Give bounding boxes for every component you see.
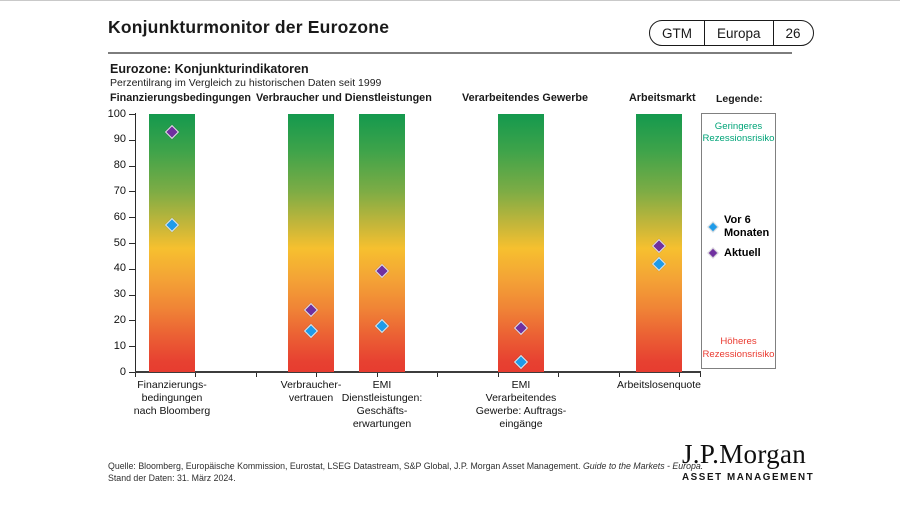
y-axis-tick-label: 30 — [113, 288, 126, 301]
group-header-manufacturing: Verarbeitendes Gewerbe — [462, 92, 589, 104]
y-axis-tick — [129, 217, 135, 219]
source-publication: Guide to the Markets - Europa. — [582, 461, 704, 471]
category-label-3: EMI Dienstleistungen: Geschäfts- erwartu… — [341, 379, 423, 431]
source-line: Quelle: Bloomberg, Europäische Kommissio… — [108, 460, 703, 472]
y-axis-tick — [129, 346, 135, 348]
y-axis-tick-label: 60 — [113, 210, 126, 223]
group-header-consumer-services: Verbraucher und Dienstleistungen — [256, 92, 432, 104]
category-label-2: Verbraucher- vertrauen — [280, 379, 342, 405]
x-axis-tick — [558, 373, 559, 377]
source-note: Quelle: Bloomberg, Europäische Kommissio… — [108, 460, 703, 485]
gtm-region-label: Europa — [704, 21, 774, 45]
page-title: Konjunkturmonitor der Eurozone — [108, 17, 390, 37]
y-axis-tick-label: 90 — [113, 133, 126, 146]
x-axis-tick — [437, 373, 438, 377]
legend-item-label: Vor 6 Monaten — [724, 214, 770, 239]
y-axis-tick — [129, 139, 135, 141]
category-label-5: Arbeitslosenquote — [616, 379, 702, 391]
x-axis-tick — [377, 373, 378, 377]
y-axis-tick — [129, 372, 135, 373]
legend-heading: Legende: — [716, 93, 763, 105]
y-axis-tick-label: 80 — [113, 159, 126, 172]
gtm-page-number: 26 — [785, 25, 801, 41]
y-axis-tick-label: 50 — [113, 236, 126, 249]
blue-diamond-icon — [707, 220, 719, 233]
gtm-label: GTM — [662, 25, 692, 41]
gradient-bar-3 — [359, 114, 405, 372]
legend-item-vor-6-monaten: Vor 6 Monaten — [707, 214, 770, 239]
x-axis-line — [135, 371, 701, 373]
x-axis-tick — [256, 373, 257, 377]
y-axis-tick-label: 40 — [113, 262, 126, 275]
x-axis-tick — [700, 373, 701, 377]
jpmorgan-wordmark: J.P.Morgan — [682, 439, 807, 469]
chart-title: Eurozone: Konjunkturindikatoren — [110, 62, 309, 76]
legend-item-aktuell: Aktuell — [707, 247, 761, 260]
y-axis-line — [135, 113, 136, 373]
title-divider — [108, 52, 792, 54]
group-header-financing: Finanzierungsbedingungen — [110, 92, 251, 104]
legend-high-risk-label: Höheres Rezessionsrisiko — [702, 336, 775, 360]
x-axis-tick — [195, 373, 196, 377]
y-axis-tick — [129, 294, 135, 296]
y-axis-tick-label: 70 — [113, 184, 126, 197]
chart-subtitle: Perzentilrang im Vergleich zu historisch… — [110, 77, 382, 89]
x-axis-tick — [135, 373, 136, 377]
y-axis-tick — [129, 114, 135, 115]
y-axis-tick — [129, 320, 135, 322]
x-axis-tick — [619, 373, 620, 377]
y-axis-tick — [129, 243, 135, 244]
x-axis-tick — [679, 373, 680, 377]
y-axis-tick-label: 0 — [119, 365, 126, 378]
y-axis-tick-label: 10 — [113, 339, 126, 352]
jpmorgan-logo: J.P.Morgan ASSET MANAGEMENT — [682, 439, 814, 483]
y-axis-tick — [129, 191, 135, 193]
y-axis-tick-label: 20 — [113, 313, 126, 326]
x-axis-tick — [316, 373, 317, 377]
y-axis-tick-label: 100 — [107, 107, 126, 120]
y-axis-tick — [129, 268, 135, 270]
category-label-4: EMI Verarbeitendes Gewerbe: Auftrags- ei… — [475, 379, 567, 431]
legend-box: Geringeres Rezessionsrisiko Vor 6 Monate… — [701, 113, 776, 369]
gradient-bar-1 — [149, 114, 195, 372]
data-date-line: Stand der Daten: 31. März 2024. — [108, 473, 236, 484]
legend-low-risk-label: Geringeres Rezessionsrisiko — [702, 121, 775, 145]
source-text: Quelle: Bloomberg, Europäische Kommissio… — [108, 461, 583, 471]
asset-management-label: ASSET MANAGEMENT — [682, 472, 815, 483]
y-axis-tick — [129, 165, 135, 167]
category-label-1: Finanzierungs- bedingungen nach Bloomber… — [133, 379, 211, 418]
gtm-page-badge: GTM Europa 26 — [649, 20, 814, 46]
x-axis-tick — [498, 373, 499, 377]
group-header-labour-market: Arbeitsmarkt — [629, 92, 696, 104]
legend-item-label: Aktuell — [724, 247, 761, 259]
purple-diamond-icon — [707, 247, 719, 259]
